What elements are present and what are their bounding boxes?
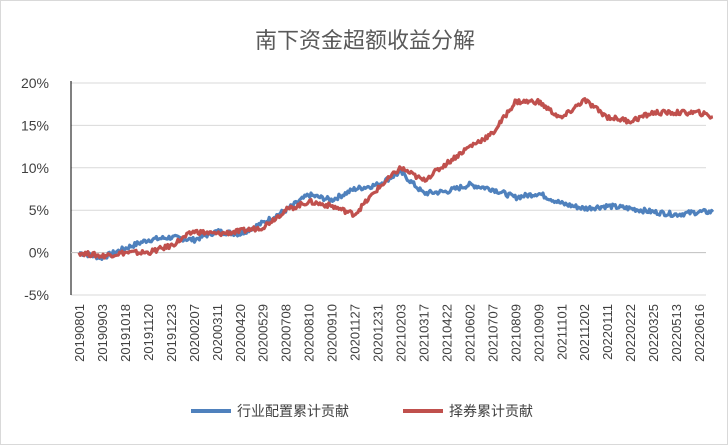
- x-tick-label: 20200910: [325, 304, 340, 362]
- x-tick-label: 20220616: [692, 304, 707, 362]
- x-tick-label: 20210203: [394, 304, 409, 362]
- x-tick-label: 20201231: [371, 304, 386, 362]
- gridlines: [71, 82, 706, 296]
- y-tick-label: 15%: [21, 117, 49, 133]
- x-tick-label: 20190903: [95, 304, 110, 362]
- x-tick-label: 20220513: [669, 304, 684, 362]
- x-axis: 20190801 20190903 20191018 20191120 20191223…: [71, 252, 707, 362]
- x-tick-label: 20210809: [508, 304, 523, 362]
- y-tick-label: 10%: [21, 160, 49, 176]
- x-tick-label: 20200420: [233, 304, 248, 362]
- chart-title: 南下资金超额收益分解: [255, 29, 475, 54]
- x-tick-label: 20200207: [187, 304, 202, 362]
- series-line-2: [77, 97, 714, 260]
- x-tick-label: 20210422: [439, 304, 454, 362]
- x-tick-label: 20210707: [485, 304, 500, 362]
- x-tick-label: 20200311: [210, 304, 225, 361]
- x-tick-label: 20191120: [141, 304, 156, 361]
- x-tick-label: 20210317: [416, 304, 431, 362]
- x-tick-label: 20190801: [72, 304, 87, 362]
- series-line-1: [78, 168, 715, 261]
- x-tick-label: 20200810: [302, 304, 317, 362]
- x-tick-label: 20210909: [531, 304, 546, 362]
- x-tick-label: 20220111: [600, 304, 615, 360]
- legend: 行业配置累计贡献 择券累计贡献: [191, 404, 533, 420]
- x-tick-label: 20220325: [646, 304, 661, 362]
- x-tick-label: 20211202: [577, 304, 592, 361]
- x-tick-label: 20220222: [623, 304, 638, 362]
- x-tick-label: 20200708: [279, 304, 294, 362]
- legend-label-1: 行业配置累计贡献: [237, 404, 349, 420]
- x-tick-label: 20201127: [348, 304, 363, 361]
- y-tick-label: 20%: [21, 75, 49, 91]
- y-tick-label: 5%: [29, 202, 49, 218]
- x-tick-label: 20200529: [256, 304, 271, 362]
- x-tick-label: 20211101: [554, 304, 569, 360]
- legend-label-2: 择券累计贡献: [449, 404, 533, 420]
- x-tick-label: 20191018: [118, 304, 133, 362]
- series-group: [77, 97, 715, 261]
- y-axis: -5% 0% 5% 10% 15% 20%: [21, 75, 72, 303]
- y-tick-label: -5%: [24, 287, 49, 303]
- x-tick-label: 20210602: [462, 304, 477, 362]
- y-tick-label: 0%: [29, 245, 49, 261]
- x-tick-label: 20191223: [164, 304, 179, 362]
